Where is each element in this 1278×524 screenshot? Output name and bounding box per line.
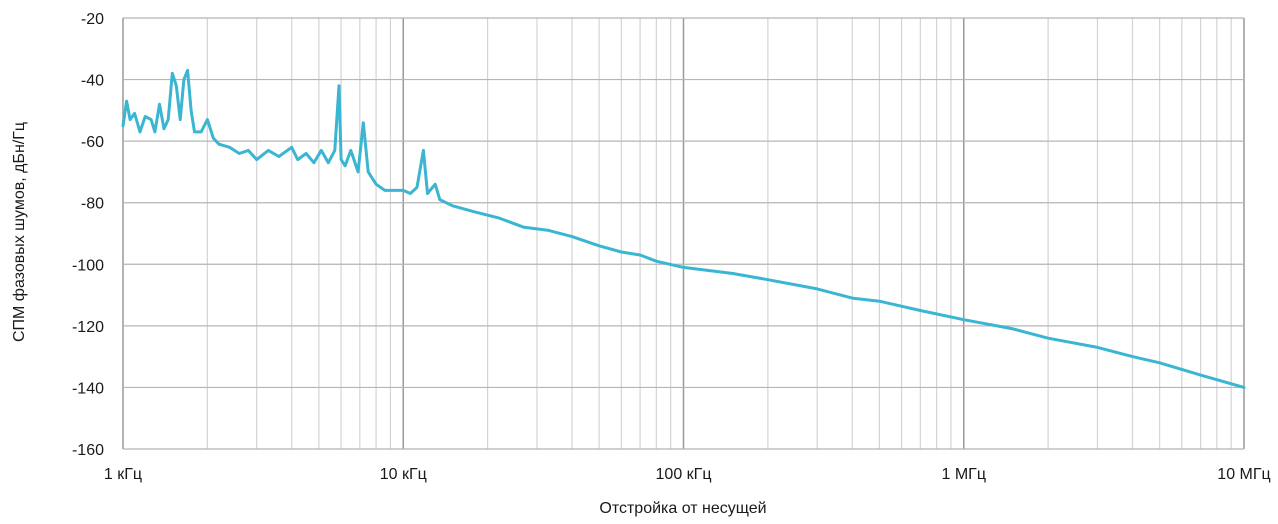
y-tick-label: -120 — [72, 319, 104, 336]
x-tick-label: 10 кГц — [380, 466, 427, 483]
major-grid — [122, 17, 1245, 450]
series-line — [121, 68, 1246, 389]
x-tick-label: 10 МГц — [1217, 466, 1270, 483]
y-tick-label: -20 — [81, 11, 104, 28]
y-tick-label: -160 — [72, 442, 104, 459]
x-tick-label: 1 кГц — [104, 466, 142, 483]
x-tick-label: 100 кГц — [656, 466, 712, 483]
x-tick-label: 1 МГц — [942, 466, 987, 483]
y-tick-label: -40 — [81, 73, 104, 90]
y-tick-label: -100 — [72, 257, 104, 274]
y-axis-title: СПМ фазовых шумов, дБн/Гц — [11, 122, 28, 342]
x-axis-title: Отстройка от несущей — [599, 500, 766, 517]
x-tick-labels: 1 кГц 10 кГц 100 кГц 1 МГц 10 МГц — [104, 466, 1271, 483]
y-tick-label: -60 — [81, 134, 104, 151]
y-tick-label: -80 — [81, 196, 104, 213]
y-tick-label: -140 — [72, 380, 104, 397]
minor-grid — [206, 18, 1232, 449]
y-tick-labels: -20 -40 -60 -80 -100 -120 -140 -160 — [72, 11, 104, 459]
